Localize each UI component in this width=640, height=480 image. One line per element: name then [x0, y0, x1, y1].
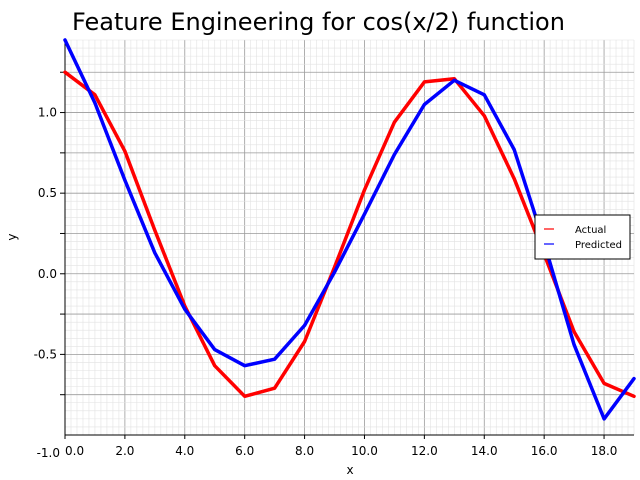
y-tick-label: 0.5 — [38, 186, 57, 200]
x-tick-label: 16.0 — [531, 444, 558, 458]
axis-ticks: 0.0 2.0 4.0 6.0 8.0 10.0 12.0 14.0 16.0 18.0 -1.0 -… — [34, 71, 618, 460]
y-tick-label: 1.0 — [38, 106, 57, 120]
x-tick-label: 8.0 — [295, 444, 314, 458]
legend: Actual Predicted — [534, 214, 631, 260]
x-axis-label: x — [346, 463, 353, 477]
x-tick-label: 4.0 — [175, 444, 194, 458]
y-tick-label: 0.0 — [38, 267, 57, 281]
legend-label-predicted: Predicted — [575, 240, 622, 251]
x-tick-label: 14.0 — [471, 444, 498, 458]
x-tick-label: 18.0 — [591, 444, 618, 458]
x-tick-label: 10.0 — [351, 444, 378, 458]
x-tick-label: 0.0 — [65, 444, 84, 458]
x-tick-label: 2.0 — [115, 444, 134, 458]
x-tick-label: 6.0 — [235, 444, 254, 458]
legend-box — [534, 214, 631, 260]
grid — [64, 39, 635, 436]
y-tick-label: -0.5 — [34, 347, 57, 361]
y-axis-label: y — [5, 233, 19, 240]
chart-title: Feature Engineering for cos(x/2) functio… — [72, 8, 565, 36]
y-tick-label: -1.0 — [37, 446, 60, 460]
x-tick-label: 12.0 — [411, 444, 438, 458]
legend-label-actual: Actual — [575, 225, 606, 236]
